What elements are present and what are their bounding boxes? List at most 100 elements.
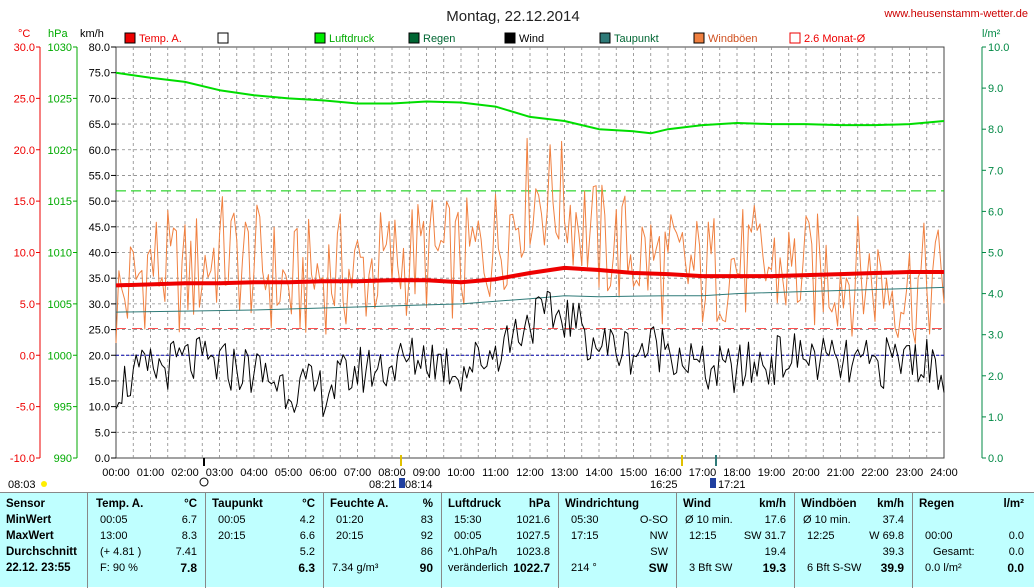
legend-label: 2.6 Monat-Ø — [804, 33, 866, 45]
legend-swatch — [504, 32, 516, 44]
gust-bft: 6 Bft S-SW — [807, 562, 862, 574]
temp-min: 6.7 — [181, 514, 197, 526]
rain-total: 0.0 — [1008, 546, 1024, 558]
series-line — [115, 265, 944, 288]
legend-label: Luftdruck — [329, 33, 375, 45]
wind-max-time: 12:15 — [689, 530, 717, 542]
press-min-time: 15:30 — [454, 514, 482, 526]
time-tick-label: 00:00 — [102, 467, 130, 479]
time-tick-label: 12:00 — [516, 467, 544, 479]
stats-gust: Windböen km/h Ø 10 min. 37.4 12:25 W 69.… — [795, 493, 913, 588]
hum-max-time: 20:15 — [336, 530, 364, 542]
wind-max: SW 31.7 — [743, 530, 786, 542]
gust-unit-label: km/h — [877, 498, 904, 510]
legend-swatch — [124, 32, 136, 44]
legend-swatch — [217, 32, 229, 44]
time-tick-label: 21:00 — [827, 467, 855, 479]
press-max-time: 00:05 — [454, 530, 482, 542]
wind-tick-label: 75.0 — [89, 68, 110, 80]
gust-avg10-label: Ø 10 min. — [803, 514, 851, 526]
wind-tick-label: 45.0 — [89, 222, 110, 234]
weather-chart: Montag, 22.12.2014 www.heusenstamm-wette… — [8, 8, 1028, 491]
time-tick-label: 03:00 — [206, 467, 234, 479]
rain-tick-label: 2.0 — [988, 371, 1003, 383]
pressure-tick-label: 1010 — [48, 248, 72, 260]
temp-tick-label: 15.0 — [14, 196, 35, 208]
pressure-tick-label: 1015 — [48, 196, 72, 208]
press-now: 1022.7 — [513, 561, 550, 575]
hum-avg: 86 — [420, 546, 433, 558]
stats-sensor: Sensor MinWert MaxWert Durchschnitt 22.1… — [0, 493, 88, 588]
temp-unit-label: °C — [184, 498, 197, 510]
time-tick-label: 17:00 — [689, 467, 717, 479]
pressure-tick-label: 1030 — [48, 42, 72, 54]
rain-tick-label: 0.0 — [988, 453, 1003, 465]
pressure-tick-label: 1005 — [48, 299, 72, 311]
hum-min: 83 — [420, 514, 433, 526]
hum-unit-label: % — [422, 498, 433, 510]
wind-avg10: 17.6 — [764, 514, 786, 526]
pressure-tick-label: 1020 — [48, 145, 72, 157]
dew-avg: 5.2 — [299, 546, 315, 558]
dew-min-time: 00:05 — [218, 514, 246, 526]
hum-abs: 7.34 g/m³ — [332, 562, 379, 574]
wind-bft: 3 Bft SW — [689, 562, 733, 574]
sensor-max: MaxWert — [6, 530, 54, 542]
rain-rate: 0.0 l/m² — [925, 562, 962, 574]
temp-avg-note: (+ 4.81 ) — [100, 546, 142, 558]
sensor-min: MinWert — [6, 514, 52, 526]
time-tick-label: 09:00 — [413, 467, 441, 479]
rain-tick-label: 4.0 — [988, 289, 1003, 301]
stats-temp: Temp. A. °C 00:05 6.7 13:00 8.3 (+ 4.81 … — [88, 493, 206, 588]
stats-dir: Windrichtung 05:30 O-SO 17:15 NW SW 214 … — [559, 493, 677, 588]
series-line — [115, 71, 945, 135]
time-tick-label: 11:00 — [482, 467, 509, 479]
legend-swatch — [314, 32, 326, 44]
rain-tick-label: 6.0 — [988, 206, 1003, 218]
moon-icon — [199, 477, 209, 487]
gust-max-time: 12:25 — [807, 530, 835, 542]
wind-tick-label: 35.0 — [89, 273, 110, 285]
dir-max: NW — [649, 530, 668, 542]
temp-head: Temp. A. — [96, 498, 144, 510]
legend-label: Windböen — [708, 33, 758, 45]
left-time-label: 08:03 — [8, 479, 36, 491]
rain-start: 00:00 — [925, 530, 953, 542]
time-tick-label: 14:00 — [585, 467, 613, 479]
temp-tick-label: 10.0 — [14, 248, 35, 260]
wind-tick-label: 0.0 — [95, 453, 110, 465]
temp-unit: °C — [18, 28, 30, 40]
grid — [115, 46, 945, 459]
dew-unit-label: °C — [302, 498, 315, 510]
time-tick-label: 13:00 — [551, 467, 579, 479]
wind-tick-label: 20.0 — [89, 350, 110, 362]
series-line — [115, 290, 945, 418]
pressure-unit: hPa — [48, 28, 68, 40]
dir-min: O-SO — [639, 514, 668, 526]
legend-swatch — [693, 32, 705, 44]
legend-swatch — [599, 32, 611, 44]
sensor-now: 22.12. 23:55 — [6, 562, 71, 574]
temp-tick-label: 5.0 — [20, 299, 35, 311]
rain-tick-label: 5.0 — [988, 248, 1003, 260]
gust-avg10: 37.4 — [882, 514, 904, 526]
dew-min: 4.2 — [299, 514, 315, 526]
temp-tick-label: -10.0 — [10, 453, 35, 465]
moonrise-label: 08:14 — [405, 479, 433, 491]
wind-tick-label: 55.0 — [89, 170, 110, 182]
press-max: 1027.5 — [516, 530, 550, 542]
wind-head: Wind — [683, 498, 711, 510]
moonset-label: 17:21 — [718, 479, 746, 491]
wind-tick-label: 25.0 — [89, 325, 110, 337]
press-trend: ^1.0hPa/h — [448, 546, 498, 558]
rain-tick-label: 8.0 — [988, 124, 1003, 136]
website-label[interactable]: www.heusenstamm-wetter.de — [883, 8, 1028, 20]
rain-total-label: Gesamt: — [933, 546, 975, 558]
series-line — [115, 286, 945, 313]
rain-unit: l/m² — [982, 28, 1001, 40]
sun-moon-markers: 08:03 08:21 08:14 16:25 17:21 — [8, 455, 746, 491]
legend-label: Temp. A. — [139, 33, 182, 45]
press-forecast: veränderlich — [448, 562, 508, 574]
press-min: 1021.6 — [516, 514, 550, 526]
gust-head: Windböen — [801, 498, 857, 510]
